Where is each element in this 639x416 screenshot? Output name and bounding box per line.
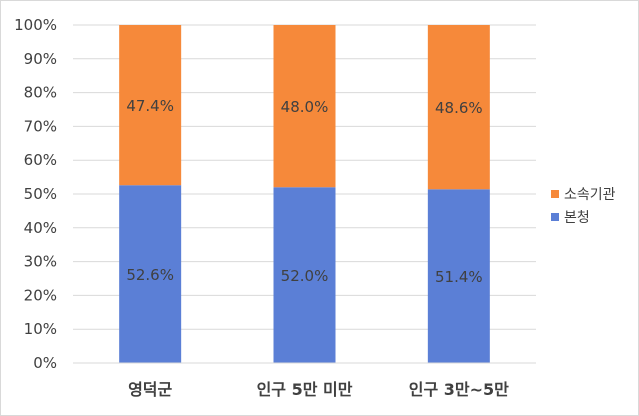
y-tick-label: 100% [14,16,57,34]
bar-segment [273,25,336,188]
y-tick-label: 10% [24,320,57,338]
y-tick-label: 30% [24,253,57,271]
bar-segment [119,25,182,186]
legend-label: 소속기관 [564,187,616,203]
legend-swatch [551,190,559,198]
x-category-label: 영덕군 [128,380,172,399]
y-tick-label: 0% [33,354,57,372]
bars-layer [119,25,490,363]
data-label: 51.4% [435,268,483,286]
bar-segment [427,25,490,190]
data-label: 48.0% [281,98,329,116]
data-label: 48.6% [435,99,483,117]
bar-segment [427,189,490,363]
labels-layer: 52.6% 47.4% 52.0% 48.0% 51.4% 48.6% [126,97,482,286]
y-tick-label: 80% [24,84,57,102]
x-category-label: 인구 3만~5만 [409,380,509,399]
y-tick-label: 20% [24,286,57,304]
y-tick-label: 90% [24,50,57,68]
data-label: 47.4% [126,97,174,115]
y-tick-label: 60% [24,151,57,169]
data-label: 52.0% [281,267,329,285]
x-category-label: 인구 5만 미만 [257,380,353,399]
y-tick-label: 40% [24,219,57,237]
data-label: 52.6% [126,266,174,284]
axis-layer: 0% 10% 20% 30% 40% 50% 60% 70% 80% 90% 100% 영덕군 인구 5… [14,16,536,399]
y-tick-label: 70% [24,117,57,135]
bar-segment [273,187,336,363]
y-tick-label: 50% [24,185,57,203]
legend-label: 본청 [564,210,590,226]
legend-swatch [551,213,559,221]
bar-segment [119,185,182,363]
